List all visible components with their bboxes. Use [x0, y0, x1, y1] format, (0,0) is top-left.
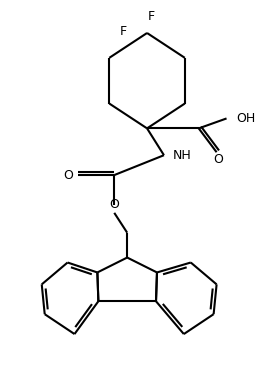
Text: OH: OH: [237, 112, 256, 125]
Text: O: O: [214, 153, 224, 166]
Text: O: O: [109, 198, 119, 211]
Text: NH: NH: [173, 149, 192, 162]
Text: O: O: [64, 169, 74, 181]
Text: F: F: [147, 10, 155, 22]
Text: F: F: [120, 25, 127, 37]
